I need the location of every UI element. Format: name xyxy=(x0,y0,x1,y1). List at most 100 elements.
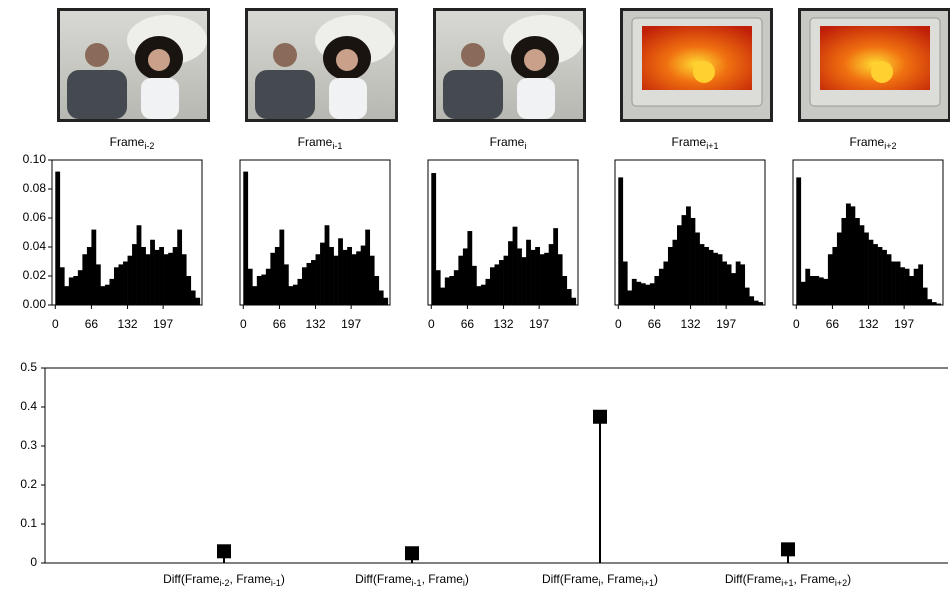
bar xyxy=(650,283,655,305)
bar xyxy=(571,298,576,305)
subscript: i+1 xyxy=(781,578,793,588)
bar xyxy=(96,264,101,305)
bar xyxy=(343,250,348,305)
thumbnail-woman-head xyxy=(336,49,358,71)
x-tick-label: 197 xyxy=(341,317,361,331)
x-tick-label: 132 xyxy=(681,317,701,331)
bar xyxy=(91,230,96,305)
y-tick-label: 0.3 xyxy=(20,438,37,452)
x-tick-label: 132 xyxy=(494,317,514,331)
bar xyxy=(828,254,833,305)
bar xyxy=(677,225,682,305)
bar xyxy=(191,291,196,306)
bar xyxy=(869,240,874,305)
bar xyxy=(182,254,187,305)
subscript: i+1 xyxy=(642,578,654,588)
bar xyxy=(431,173,436,305)
bar xyxy=(718,254,723,305)
bar xyxy=(713,253,718,305)
bar xyxy=(618,177,623,305)
bar xyxy=(796,177,801,305)
bar xyxy=(60,267,65,305)
bar xyxy=(78,270,83,305)
bar xyxy=(517,248,522,305)
bar xyxy=(668,247,673,305)
bar xyxy=(695,233,700,306)
bar xyxy=(814,276,819,305)
bar xyxy=(704,247,709,305)
bar xyxy=(562,276,567,305)
bar xyxy=(132,244,137,305)
bar xyxy=(55,172,60,305)
x-tick-label: 0 xyxy=(240,317,247,331)
text-part: Diff(Frame xyxy=(163,572,220,586)
y-tick-label: 0.2 xyxy=(20,477,37,491)
x-tick-label: 132 xyxy=(306,317,326,331)
x-tick-label: 0 xyxy=(428,317,435,331)
x-tick-label: 197 xyxy=(529,317,549,331)
bar xyxy=(700,244,705,305)
bar xyxy=(891,262,896,306)
bar xyxy=(436,270,441,305)
bar xyxy=(361,246,366,305)
bar xyxy=(801,282,806,305)
bar xyxy=(82,254,87,305)
x-tick-label: Diff(Framei, Framei+1) xyxy=(542,572,658,588)
bar xyxy=(490,267,495,305)
bar xyxy=(302,267,307,305)
bar xyxy=(146,254,151,305)
thumbnail-woman-head xyxy=(524,49,546,71)
marker xyxy=(217,544,231,558)
y-tick-label: 0.04 xyxy=(23,239,47,253)
bar xyxy=(758,302,763,305)
bar xyxy=(846,204,851,306)
bar xyxy=(485,279,490,305)
text-part: ) xyxy=(847,572,851,586)
bar xyxy=(672,240,677,305)
bar xyxy=(540,254,545,305)
bar xyxy=(248,269,253,305)
bar xyxy=(293,285,298,305)
bar xyxy=(553,228,558,305)
marker xyxy=(405,546,419,560)
text-part: Frame xyxy=(672,135,707,149)
y-tick-label: 0 xyxy=(30,555,37,569)
bar xyxy=(682,215,687,305)
bar xyxy=(164,254,169,305)
bar xyxy=(860,225,865,305)
bar xyxy=(325,225,330,305)
bar xyxy=(476,286,481,305)
bar xyxy=(878,247,883,305)
bar xyxy=(467,231,472,305)
bar xyxy=(472,266,477,305)
bar xyxy=(745,288,750,305)
bar xyxy=(896,262,901,306)
bar xyxy=(823,279,828,305)
bar xyxy=(887,254,892,305)
text-part: Diff(Frame xyxy=(542,572,599,586)
bar xyxy=(137,225,142,305)
y-tick-label: 0.00 xyxy=(23,297,47,311)
bar xyxy=(119,264,124,305)
text-part: ) xyxy=(281,572,285,586)
bar xyxy=(155,250,160,305)
bar xyxy=(535,247,540,305)
x-tick-label: Diff(Framei-1, Framei) xyxy=(355,572,469,588)
bar xyxy=(284,264,289,305)
bar xyxy=(914,269,919,305)
bar xyxy=(279,230,284,305)
bar xyxy=(316,254,321,305)
thumbnail-man xyxy=(443,70,503,119)
bar xyxy=(105,285,110,305)
x-tick-label: 197 xyxy=(153,317,173,331)
bar xyxy=(659,269,664,305)
x-tick-label: 197 xyxy=(894,317,914,331)
bar xyxy=(691,218,696,305)
x-tick-label: 66 xyxy=(85,317,99,331)
y-tick-label: 0.5 xyxy=(20,360,37,374)
text-part: , Frame xyxy=(230,572,272,586)
bar xyxy=(352,254,357,305)
bar xyxy=(663,262,668,306)
bar xyxy=(736,262,741,306)
bar xyxy=(150,240,155,305)
